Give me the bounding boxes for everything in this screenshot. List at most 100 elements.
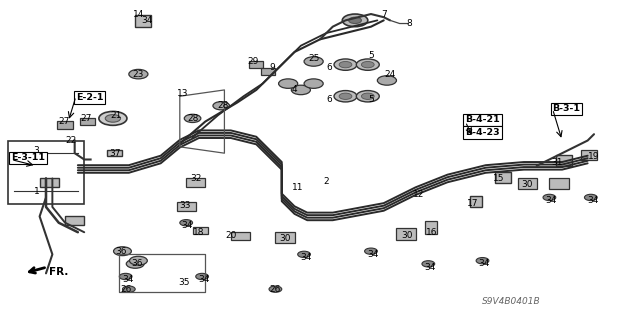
Circle shape — [304, 57, 323, 66]
Text: 30: 30 — [279, 234, 291, 243]
Text: 27: 27 — [81, 114, 92, 123]
Text: 2: 2 — [324, 177, 329, 186]
Circle shape — [291, 85, 310, 95]
Circle shape — [339, 93, 352, 100]
Circle shape — [476, 257, 489, 264]
Circle shape — [362, 93, 374, 100]
Bar — [495, 172, 511, 183]
Bar — [193, 227, 209, 234]
Text: 3: 3 — [33, 145, 39, 154]
Text: 34: 34 — [587, 196, 598, 205]
Text: 15: 15 — [493, 174, 504, 183]
Bar — [40, 178, 59, 187]
Text: 18: 18 — [193, 228, 205, 237]
Circle shape — [129, 69, 148, 79]
Text: 34: 34 — [424, 263, 435, 271]
Text: 36: 36 — [115, 247, 127, 256]
Text: 26: 26 — [120, 285, 131, 294]
Bar — [177, 202, 196, 211]
Bar — [106, 150, 122, 156]
Circle shape — [99, 111, 127, 125]
Circle shape — [126, 259, 144, 268]
Circle shape — [119, 273, 132, 280]
Bar — [186, 178, 205, 187]
Text: 19: 19 — [588, 152, 600, 161]
Text: FR.: FR. — [49, 267, 68, 277]
Circle shape — [356, 59, 380, 70]
Text: 14: 14 — [132, 10, 144, 19]
Text: 36: 36 — [131, 259, 143, 268]
Text: 21: 21 — [111, 111, 122, 120]
Circle shape — [365, 248, 378, 254]
Text: 34: 34 — [198, 275, 210, 284]
Circle shape — [113, 247, 131, 256]
Text: 34: 34 — [479, 259, 490, 268]
Circle shape — [342, 14, 368, 27]
Bar — [581, 150, 597, 160]
Text: 29: 29 — [248, 57, 259, 66]
Circle shape — [278, 79, 298, 88]
Circle shape — [184, 114, 201, 122]
Text: 4: 4 — [292, 85, 298, 94]
Bar — [470, 196, 483, 207]
Bar — [556, 155, 572, 166]
Text: B-3-1: B-3-1 — [552, 104, 580, 113]
Text: B-4-21: B-4-21 — [465, 115, 500, 124]
Circle shape — [213, 102, 230, 110]
Circle shape — [584, 194, 597, 201]
Circle shape — [422, 261, 435, 267]
Text: 34: 34 — [367, 250, 379, 259]
Text: 34: 34 — [141, 16, 152, 25]
Bar — [248, 62, 262, 69]
Text: 6: 6 — [326, 95, 332, 104]
Text: 31: 31 — [551, 158, 563, 167]
Text: E-2-1: E-2-1 — [76, 93, 104, 102]
Circle shape — [304, 79, 323, 88]
Circle shape — [105, 115, 120, 122]
Text: 25: 25 — [308, 54, 319, 63]
Circle shape — [334, 91, 357, 102]
Bar — [425, 221, 436, 234]
Text: 16: 16 — [426, 228, 437, 237]
Text: 28: 28 — [187, 114, 198, 123]
Text: 34: 34 — [182, 221, 193, 230]
Circle shape — [269, 286, 282, 292]
Bar — [65, 216, 84, 225]
Text: 17: 17 — [467, 199, 479, 208]
Text: 28: 28 — [218, 101, 229, 110]
Bar — [396, 228, 415, 240]
Bar — [231, 232, 250, 240]
Text: 32: 32 — [190, 174, 202, 183]
Text: 20: 20 — [225, 231, 236, 240]
Text: B-4-23: B-4-23 — [465, 128, 500, 137]
Circle shape — [339, 62, 352, 68]
Text: 34: 34 — [122, 275, 133, 284]
Text: 1: 1 — [33, 187, 39, 196]
Text: 6: 6 — [326, 63, 332, 72]
Circle shape — [180, 219, 193, 226]
Text: 5: 5 — [368, 51, 374, 60]
Text: 7: 7 — [381, 10, 387, 19]
Circle shape — [138, 20, 151, 27]
Circle shape — [122, 286, 135, 292]
Circle shape — [543, 194, 556, 201]
Bar — [275, 232, 294, 243]
Circle shape — [129, 256, 147, 265]
Text: 11: 11 — [292, 183, 303, 192]
Bar — [135, 15, 151, 27]
Text: 13: 13 — [177, 89, 189, 98]
Text: 30: 30 — [522, 180, 533, 189]
Circle shape — [196, 273, 209, 280]
Bar — [8, 141, 84, 204]
Circle shape — [362, 62, 374, 68]
Circle shape — [349, 17, 362, 24]
Bar — [549, 178, 568, 189]
Text: 27: 27 — [58, 117, 70, 126]
Text: 8: 8 — [406, 19, 412, 28]
Text: 33: 33 — [179, 201, 191, 210]
Text: E-3-11: E-3-11 — [11, 153, 45, 162]
Bar — [261, 68, 275, 75]
Text: 22: 22 — [66, 136, 77, 145]
Text: 9: 9 — [269, 63, 275, 72]
Text: 12: 12 — [413, 190, 424, 199]
